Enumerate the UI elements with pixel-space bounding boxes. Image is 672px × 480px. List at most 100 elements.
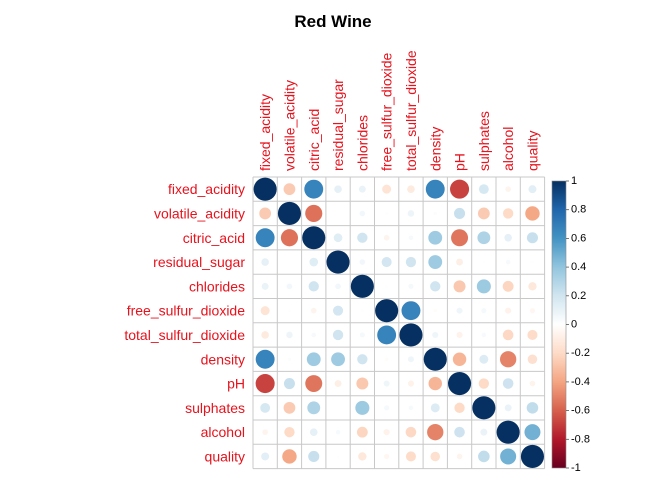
corr-circle-residual_sugar-citric_acid [309,257,319,267]
row-label: density [201,351,245,367]
row-label: quality [205,448,245,464]
column-label: sulphates [476,111,492,171]
corr-circle-quality-sulphates [478,450,490,463]
corr-circle-pH-fixed_acidity [255,374,275,394]
colorbar-tick-label: 0.8 [571,204,586,216]
corr-circle-quality-volatile_acidity [282,449,297,464]
corr-circle-volatile_acidity-volatile_acidity [277,201,302,225]
row-label: volatile_acidity [154,205,245,221]
corr-circle-alcohol-volatile_acidity [284,426,295,438]
corr-circle-volatile_acidity-chlorides [359,210,366,217]
corr-circle-citric_acid-sulphates [477,231,491,245]
column-label: citric_acid [306,109,322,171]
corr-circle-total_sulfur_dioxide-pH [456,331,463,339]
corr-circle-citric_acid-quality [526,232,538,244]
corr-circle-residual_sugar-quality [531,260,534,264]
corr-circle-total_sulfur_dioxide-total_sulfur_dioxide [399,323,423,347]
column-label: volatile_acidity [281,80,297,171]
corr-circle-density-pH [452,352,467,366]
row-label: fixed_acidity [168,181,245,197]
row-label: total_sulfur_dioxide [124,327,245,343]
corr-circle-fixed_acidity-quality [528,185,537,194]
corr-circle-density-free_sulfur_dioxide [385,357,389,361]
corr-circle-fixed_acidity-free_sulfur_dioxide [382,184,392,194]
column-labels: fixed_acidity volatile_acidity citric_acid… [257,50,540,171]
corr-circle-alcohol-chlorides [356,426,368,438]
colorbar-tick-label: -1 [571,462,581,474]
corr-circle-pH-chlorides [356,377,369,390]
corr-circle-free_sulfur_dioxide-alcohol [505,307,512,314]
corr-circle-free_sulfur_dioxide-residual_sugar [333,305,344,316]
corr-circle-total_sulfur_dioxide-free_sulfur_dioxide [377,325,397,345]
corr-circle-residual_sugar-alcohol [505,259,511,265]
corr-circle-volatile_acidity-sulphates [477,207,490,220]
corr-circle-chlorides-sulphates [476,279,491,294]
corr-circle-pH-quality [529,380,536,387]
grid [252,176,546,470]
colorbar-tick-label: -0.4 [571,376,590,388]
corr-circle-chlorides-total_sulfur_dioxide [408,283,414,289]
corr-circle-free_sulfur_dioxide-total_sulfur_dioxide [401,301,421,321]
column-label: total_sulfur_dioxide [403,50,419,171]
corr-circle-residual_sugar-pH [456,258,464,266]
corr-circle-sulphates-chlorides [355,400,370,415]
corr-circle-density-quality [527,354,538,365]
corr-circle-residual_sugar-free_sulfur_dioxide [381,257,392,268]
corr-circle-volatile_acidity-free_sulfur_dioxide [385,212,388,215]
corr-circle-free_sulfur_dioxide-chlorides [361,309,364,312]
corr-circle-fixed_acidity-total_sulfur_dioxide [407,185,415,193]
corr-circle-chlorides-chlorides [350,274,374,298]
corr-circle-sulphates-free_sulfur_dioxide [384,405,390,411]
column-label: fixed_acidity [257,94,273,171]
corr-circle-free_sulfur_dioxide-citric_acid [310,307,317,314]
corr-circle-volatile_acidity-pH [454,207,466,219]
corr-circle-citric_acid-pH [451,229,469,247]
corr-circle-alcohol-citric_acid [309,428,318,436]
colorbar-tick-label: 0 [571,319,577,331]
corr-circle-fixed_acidity-sulphates [478,184,489,195]
corr-circle-density-fixed_acidity [255,349,275,369]
colorbar-tick-label: -0.8 [571,433,590,445]
corr-circle-sulphates-fixed_acidity [260,402,271,413]
corr-circle-alcohol-free_sulfur_dioxide [383,429,390,436]
colorbar-gradient [551,180,567,469]
corr-circle-pH-sulphates [478,378,490,389]
corr-circle-fixed_acidity-density [425,179,445,199]
corr-circle-fixed_acidity-pH [450,179,470,199]
corr-circle-quality-citric_acid [308,450,320,462]
corr-circle-volatile_acidity-citric_acid [305,204,323,223]
corr-circle-density-alcohol [499,351,517,368]
corr-circle-quality-free_sulfur_dioxide [384,453,390,460]
corr-circle-alcohol-sulphates [480,428,488,436]
corr-circle-quality-residual_sugar [336,455,340,458]
color-legend: 1 0.8 0.6 0.4 0.2 0 -0.2 -0.4 -0.6 -0.8 -1 [551,175,590,474]
corr-circle-fixed_acidity-chlorides [358,185,366,193]
corr-circle-total_sulfur_dioxide-alcohol [502,329,514,341]
corr-circle-sulphates-alcohol [504,404,512,412]
corr-circle-fixed_acidity-citric_acid [304,179,324,199]
row-labels: fixed_acidity volatile_acidity citric_acid… [124,181,245,464]
corr-circle-quality-pH [456,453,463,460]
colorbar-tick-label: -0.6 [571,405,590,417]
corr-circle-free_sulfur_dioxide-quality [529,308,536,314]
colorbar-tick-label: -0.2 [571,347,590,359]
corr-circle-total_sulfur_dioxide-sulphates [481,332,487,338]
corr-circle-sulphates-sulphates [472,396,496,420]
corr-circle-total_sulfur_dioxide-chlorides [359,332,365,338]
corr-circle-free_sulfur_dioxide-pH [456,307,463,314]
column-label: alcohol [500,127,516,171]
corr-circle-density-volatile_acidity [287,357,292,361]
corr-circle-citric_acid-alcohol [504,233,512,242]
chart-title: Red Wine [294,12,371,31]
corr-circle-residual_sugar-chlorides [359,259,366,265]
corr-circle-density-citric_acid [306,352,321,367]
corr-circle-sulphates-density [430,403,440,413]
corr-circle-citric_acid-density [428,230,443,245]
corr-circle-citric_acid-chlorides [357,232,368,243]
corr-circle-density-sulphates [479,354,489,364]
corr-circle-quality-density [430,451,441,462]
column-label: chlorides [354,115,370,171]
corr-circle-total_sulfur_dioxide-volatile_acidity [286,331,293,339]
corr-circle-sulphates-quality [526,402,539,414]
corr-circle-sulphates-citric_acid [307,401,321,415]
